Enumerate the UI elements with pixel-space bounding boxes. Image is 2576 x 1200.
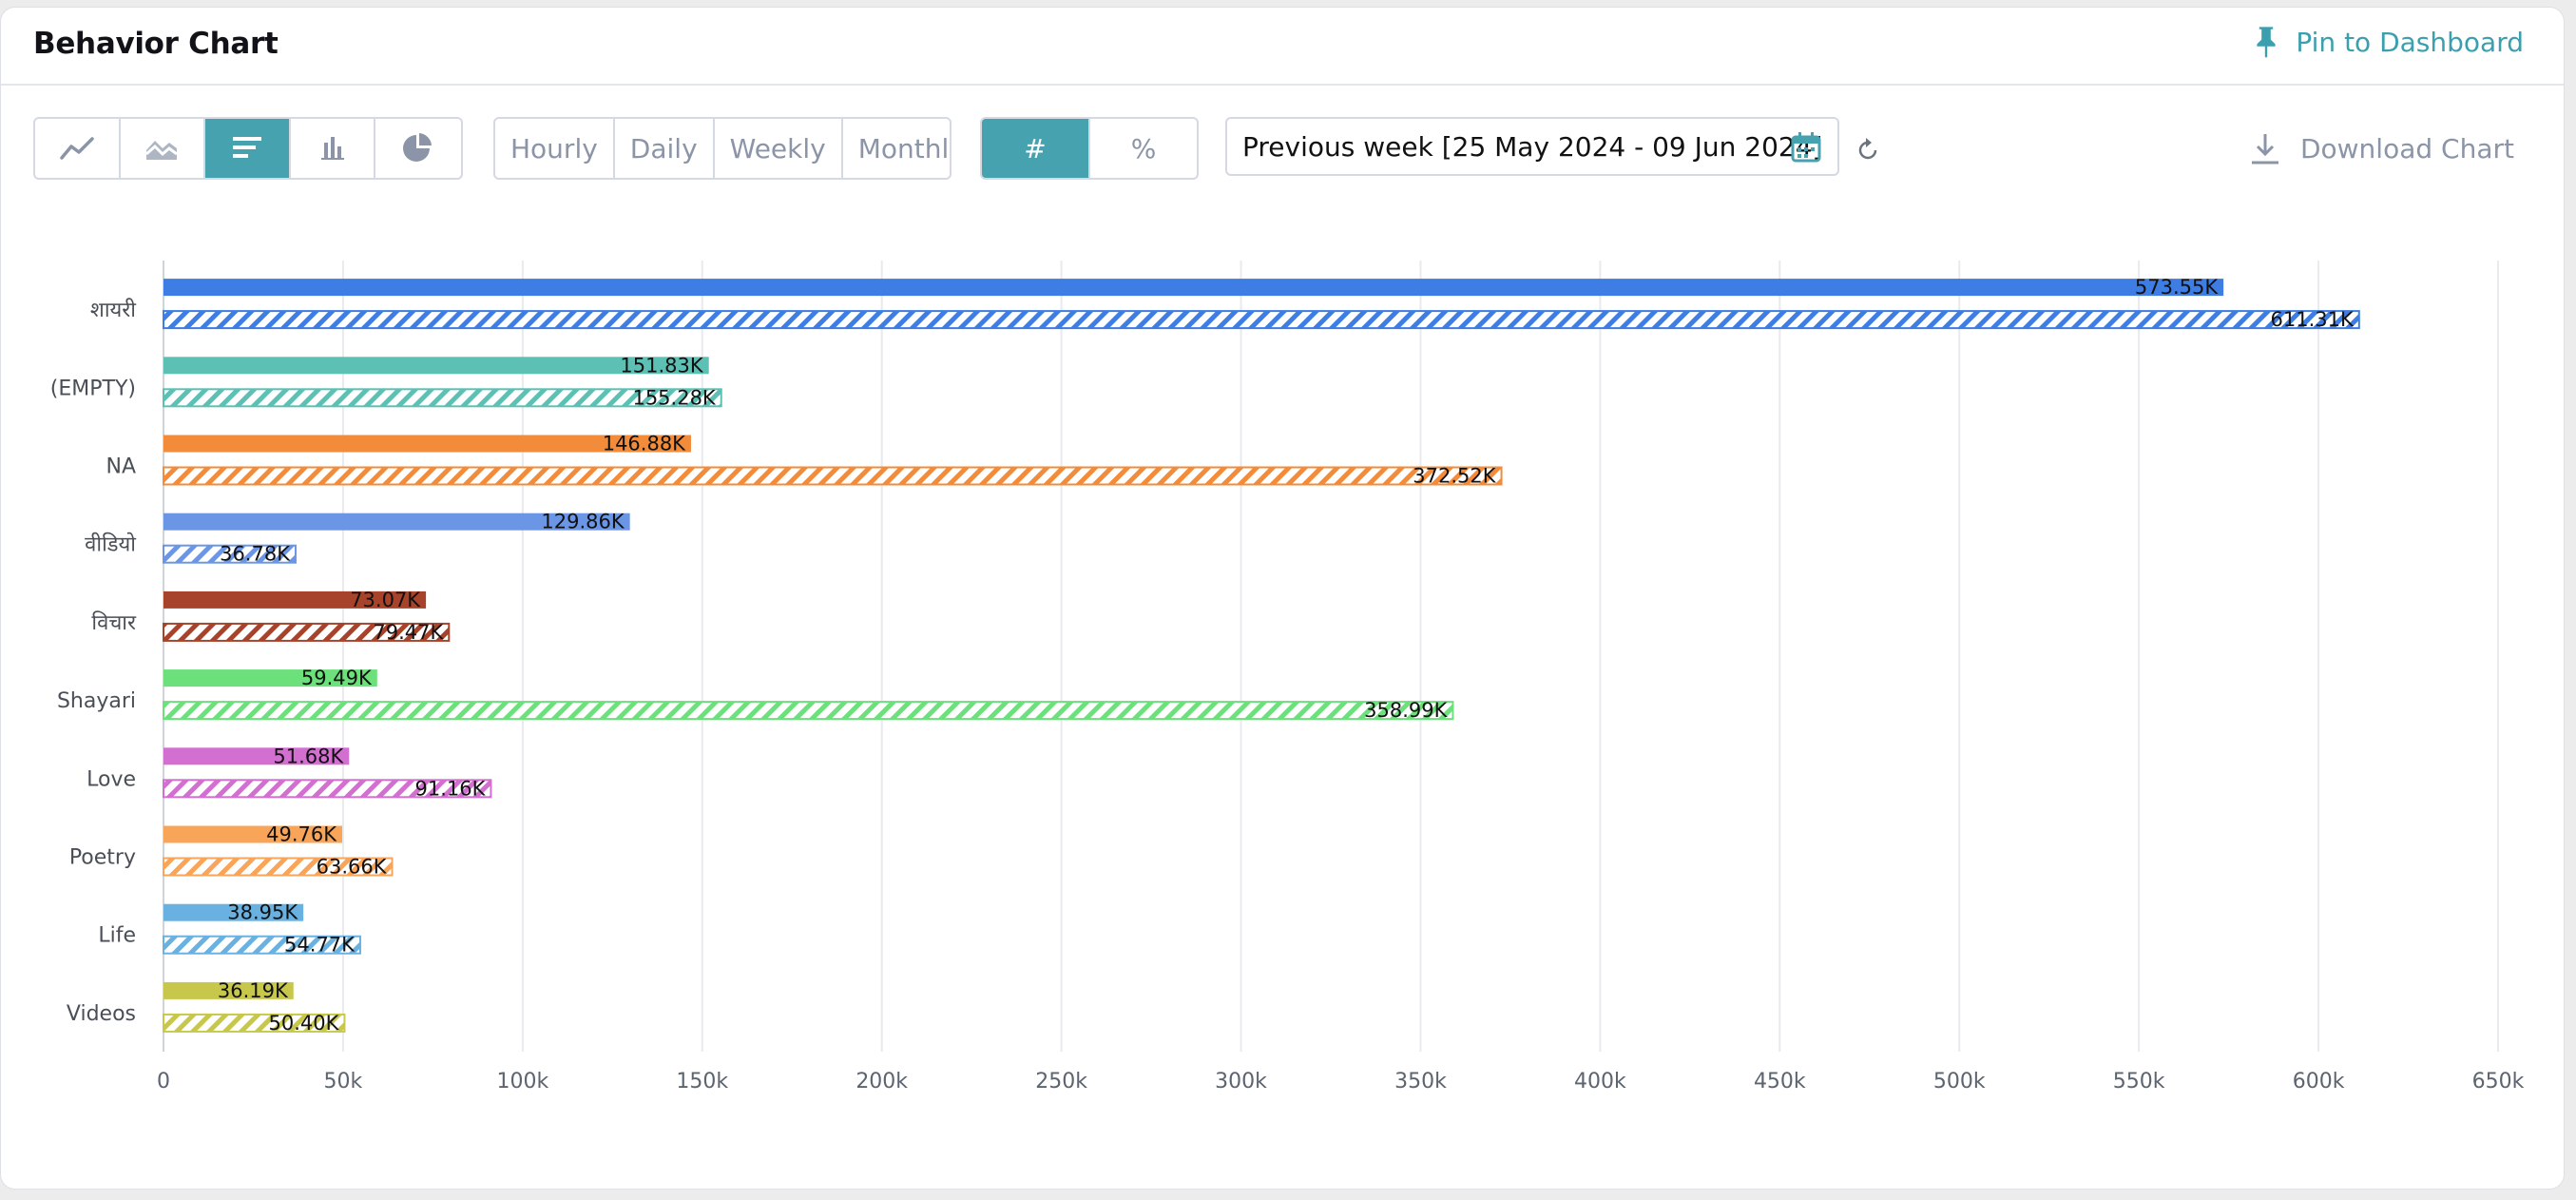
download-chart-button[interactable]: Download Chart [2249, 131, 2514, 165]
bar-value-label: 155.28K [632, 386, 716, 409]
y-category-label: शायरी [90, 298, 136, 322]
bar-previous [163, 935, 361, 955]
behavior-chart-card: Behavior Chart Pin to Dashboard [0, 7, 2565, 1190]
page-title: Behavior Chart [33, 27, 279, 61]
bar-current [163, 903, 304, 921]
x-tick-label: 250k [1035, 1070, 1087, 1094]
bar-previous [163, 857, 394, 877]
bar-value-label: 36.19K [218, 979, 289, 1002]
granularity-weekly[interactable]: Weekly [715, 119, 843, 178]
x-tick-label: 600k [2293, 1070, 2345, 1094]
pie-chart-button[interactable] [375, 119, 461, 178]
bar-current [163, 747, 350, 765]
x-tick-label: 300k [1215, 1070, 1267, 1094]
bar-current [163, 669, 377, 687]
bar-current [163, 435, 691, 453]
bar-current [163, 981, 294, 999]
y-category-label: वीडियो [85, 532, 136, 557]
bar-value-label: 146.88K [603, 433, 686, 455]
bar-value-label: 573.55K [2135, 276, 2219, 299]
percent-mode-button[interactable]: % [1130, 132, 1157, 165]
granularity-monthly[interactable]: Monthly [857, 132, 950, 165]
bar-value-label: 73.07K [350, 589, 421, 611]
bar-value-label: 611.31K [2271, 308, 2355, 331]
bar-value-label: 129.86K [541, 511, 625, 533]
bar-previous [163, 310, 2360, 330]
bar-value-label: 372.52K [1413, 465, 1496, 488]
card-header: Behavior Chart Pin to Dashboard [1, 8, 2564, 86]
bar-current [163, 825, 343, 843]
granularity-daily[interactable]: Daily [615, 119, 715, 178]
bar-value-label: 79.47K [373, 621, 444, 644]
download-label: Download Chart [2299, 132, 2514, 165]
bar-value-label: 63.66K [317, 856, 388, 879]
bar-value-label: 358.99K [1364, 699, 1448, 722]
count-mode-button[interactable]: # [982, 119, 1090, 178]
chart-type-group [33, 117, 463, 180]
bar-value-label: 51.68K [273, 745, 344, 767]
bar-current [163, 590, 427, 609]
bar-current [163, 513, 630, 531]
bar-previous [163, 779, 492, 799]
bar-previous [163, 1013, 346, 1033]
pie-chart-icon [403, 133, 433, 162]
bar-previous [163, 544, 297, 564]
bar-current [163, 357, 709, 375]
x-tick-label: 550k [2113, 1070, 2165, 1094]
refresh-icon[interactable] [1855, 137, 1881, 164]
bar-previous [163, 466, 1503, 486]
bar-value-label: 54.77K [284, 934, 356, 957]
pin-label: Pin to Dashboard [2296, 26, 2524, 58]
granularity-hourly[interactable]: Hourly [495, 119, 615, 178]
x-tick-label: 200k [855, 1070, 908, 1094]
pin-to-dashboard-button[interactable]: Pin to Dashboard [2252, 25, 2524, 59]
date-range-text: Previous week [25 May 2024 - 09 Jun 2024… [1242, 130, 1823, 163]
bar-value-label: 91.16K [415, 777, 487, 800]
x-tick-label: 400k [1574, 1070, 1626, 1094]
behavior-bar-chart: 0 50k 100k 150k 200k 250k 300k 350k 400k 450k 500k… [50, 261, 2525, 1094]
area-chart-button[interactable] [121, 119, 206, 178]
x-tick-label: 500k [1933, 1070, 1986, 1094]
vertical-bar-button[interactable] [291, 119, 376, 178]
y-category-label: Videos [67, 1002, 136, 1026]
x-tick-label: 100k [496, 1070, 548, 1094]
line-chart-icon [60, 137, 94, 160]
vertical-bar-icon [320, 137, 344, 160]
y-category-label: NA [106, 455, 136, 479]
bar-value-label: 59.49K [301, 667, 373, 689]
pin-icon [2257, 27, 2276, 58]
bar-value-label: 49.76K [266, 823, 337, 846]
granularity-group: Hourly Daily Weekly Monthly [493, 117, 952, 180]
y-category-label: (EMPTY) [50, 377, 136, 400]
horizontal-bar-button[interactable] [205, 119, 291, 178]
horizontal-bar-icon [233, 137, 262, 158]
x-tick-label: 450k [1754, 1070, 1806, 1094]
x-tick-label: 650k [2472, 1070, 2525, 1094]
bar-value-label: 38.95K [227, 901, 298, 924]
x-tick-label: 0 [157, 1070, 170, 1094]
y-category-label: Life [98, 924, 136, 948]
y-category-label: Poetry [69, 846, 136, 870]
bar-previous [163, 622, 451, 642]
y-category-label: Shayari [57, 689, 136, 713]
bar-previous [163, 388, 722, 408]
area-chart-icon [145, 141, 179, 160]
x-tick-label: 350k [1394, 1070, 1447, 1094]
x-tick-label: 50k [324, 1070, 363, 1094]
download-icon [2251, 134, 2278, 165]
bar-value-label: 36.78K [220, 543, 291, 566]
y-category-label: Love [87, 767, 136, 791]
bar-value-label: 50.40K [269, 1012, 340, 1035]
bar-value-label: 151.83K [620, 354, 703, 377]
date-range-picker[interactable]: Previous week [25 May 2024 - 09 Jun 2024… [1225, 117, 1839, 176]
value-mode-group: # % [980, 117, 1199, 180]
x-tick-label: 150k [676, 1070, 728, 1094]
y-category-label: विचार [91, 610, 137, 635]
line-chart-button[interactable] [35, 119, 121, 178]
bar-current [163, 279, 2224, 297]
bar-previous [163, 701, 1454, 721]
calendar-icon [1791, 132, 1821, 163]
